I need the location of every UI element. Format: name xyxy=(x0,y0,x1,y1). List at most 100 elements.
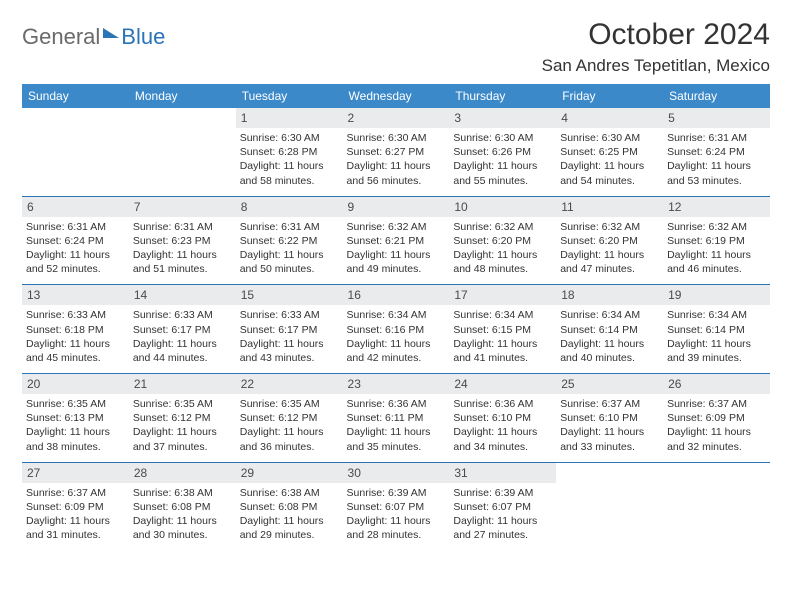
day-header: Wednesday xyxy=(343,84,450,108)
calendar-head: SundayMondayTuesdayWednesdayThursdayFrid… xyxy=(22,84,770,108)
day-detail: Sunrise: 6:34 AMSunset: 6:14 PMDaylight:… xyxy=(560,308,659,365)
calendar-cell: 30 Sunrise: 6:39 AMSunset: 6:07 PMDayligh… xyxy=(343,462,450,550)
day-detail: Sunrise: 6:33 AMSunset: 6:17 PMDaylight:… xyxy=(240,308,339,365)
calendar-week: ....1Sunrise: 6:30 AMSunset: 6:28 PMDayl… xyxy=(22,108,770,196)
day-number: 31 xyxy=(449,463,556,483)
calendar-cell: 20 Sunrise: 6:35 AMSunset: 6:13 PMDayligh… xyxy=(22,374,129,463)
calendar-cell: 26 Sunrise: 6:37 AMSunset: 6:09 PMDayligh… xyxy=(663,374,770,463)
brand-blue: Blue xyxy=(121,24,165,50)
title-block: October 2024 San Andres Tepetitlan, Mexi… xyxy=(542,18,770,76)
day-number: 1 xyxy=(236,108,343,128)
day-detail: Sunrise: 6:36 AMSunset: 6:10 PMDaylight:… xyxy=(453,397,552,454)
brand-general: General xyxy=(22,24,100,50)
day-number: 19 xyxy=(663,285,770,305)
day-detail: Sunrise: 6:32 AMSunset: 6:20 PMDaylight:… xyxy=(560,220,659,277)
day-detail: Sunrise: 6:34 AMSunset: 6:16 PMDaylight:… xyxy=(347,308,446,365)
day-detail: Sunrise: 6:30 AMSunset: 6:26 PMDaylight:… xyxy=(453,131,552,188)
day-detail: Sunrise: 6:38 AMSunset: 6:08 PMDaylight:… xyxy=(240,486,339,543)
day-detail: Sunrise: 6:32 AMSunset: 6:20 PMDaylight:… xyxy=(453,220,552,277)
day-number: 16 xyxy=(343,285,450,305)
day-number: 18 xyxy=(556,285,663,305)
day-detail: Sunrise: 6:31 AMSunset: 6:24 PMDaylight:… xyxy=(667,131,766,188)
calendar-cell: .. xyxy=(129,108,236,196)
day-header: Thursday xyxy=(449,84,556,108)
day-header: Saturday xyxy=(663,84,770,108)
day-detail: Sunrise: 6:35 AMSunset: 6:12 PMDaylight:… xyxy=(240,397,339,454)
day-header: Sunday xyxy=(22,84,129,108)
brand-triangle-icon xyxy=(103,28,119,38)
calendar-cell: .. xyxy=(663,462,770,550)
calendar-cell: .. xyxy=(556,462,663,550)
calendar-cell: 12 Sunrise: 6:32 AMSunset: 6:19 PMDayligh… xyxy=(663,196,770,285)
day-detail: Sunrise: 6:36 AMSunset: 6:11 PMDaylight:… xyxy=(347,397,446,454)
day-number: 22 xyxy=(236,374,343,394)
calendar-cell: 18 Sunrise: 6:34 AMSunset: 6:14 PMDayligh… xyxy=(556,285,663,374)
day-number: 2 xyxy=(343,108,450,128)
day-detail: Sunrise: 6:32 AMSunset: 6:21 PMDaylight:… xyxy=(347,220,446,277)
calendar-cell: 6Sunrise: 6:31 AMSunset: 6:24 PMDaylight… xyxy=(22,196,129,285)
day-detail: Sunrise: 6:34 AMSunset: 6:15 PMDaylight:… xyxy=(453,308,552,365)
calendar-cell: 24Sunrise: 6:36 AMSunset: 6:10 PMDayligh… xyxy=(449,374,556,463)
day-number: 27 xyxy=(22,463,129,483)
day-detail: Sunrise: 6:33 AMSunset: 6:18 PMDaylight:… xyxy=(26,308,125,365)
calendar-cell: 31Sunrise: 6:39 AMSunset: 6:07 PMDayligh… xyxy=(449,462,556,550)
calendar-cell: 28Sunrise: 6:38 AMSunset: 6:08 PMDayligh… xyxy=(129,462,236,550)
calendar-cell: 17 Sunrise: 6:34 AMSunset: 6:15 PMDayligh… xyxy=(449,285,556,374)
day-detail: Sunrise: 6:39 AMSunset: 6:07 PMDaylight:… xyxy=(347,486,446,543)
day-number: 14 xyxy=(129,285,236,305)
day-number: 13 xyxy=(22,285,129,305)
day-number: 26 xyxy=(663,374,770,394)
calendar-cell: 21 Sunrise: 6:35 AMSunset: 6:12 PMDayligh… xyxy=(129,374,236,463)
day-number: 11 xyxy=(556,197,663,217)
calendar-cell: 14 Sunrise: 6:33 AMSunset: 6:17 PMDayligh… xyxy=(129,285,236,374)
calendar-cell: 15 Sunrise: 6:33 AMSunset: 6:17 PMDayligh… xyxy=(236,285,343,374)
calendar-cell: 10 Sunrise: 6:32 AMSunset: 6:20 PMDayligh… xyxy=(449,196,556,285)
calendar-cell: 7Sunrise: 6:31 AMSunset: 6:23 PMDaylight… xyxy=(129,196,236,285)
day-detail: Sunrise: 6:35 AMSunset: 6:12 PMDaylight:… xyxy=(133,397,232,454)
day-detail: Sunrise: 6:31 AMSunset: 6:22 PMDaylight:… xyxy=(240,220,339,277)
day-detail: Sunrise: 6:32 AMSunset: 6:19 PMDaylight:… xyxy=(667,220,766,277)
month-title: October 2024 xyxy=(542,18,770,52)
calendar-cell: 22 Sunrise: 6:35 AMSunset: 6:12 PMDayligh… xyxy=(236,374,343,463)
calendar-cell: 13 Sunrise: 6:33 AMSunset: 6:18 PMDayligh… xyxy=(22,285,129,374)
calendar-week: 20 Sunrise: 6:35 AMSunset: 6:13 PMDayligh… xyxy=(22,374,770,463)
day-number: 15 xyxy=(236,285,343,305)
day-detail: Sunrise: 6:31 AMSunset: 6:23 PMDaylight:… xyxy=(133,220,232,277)
day-number: 5 xyxy=(663,108,770,128)
calendar-cell: 23Sunrise: 6:36 AMSunset: 6:11 PMDayligh… xyxy=(343,374,450,463)
day-number: 28 xyxy=(129,463,236,483)
calendar-cell: 29Sunrise: 6:38 AMSunset: 6:08 PMDayligh… xyxy=(236,462,343,550)
day-number: 30 xyxy=(343,463,450,483)
day-header: Tuesday xyxy=(236,84,343,108)
day-detail: Sunrise: 6:31 AMSunset: 6:24 PMDaylight:… xyxy=(26,220,125,277)
day-number: 4 xyxy=(556,108,663,128)
day-detail: Sunrise: 6:37 AMSunset: 6:10 PMDaylight:… xyxy=(560,397,659,454)
day-header: Monday xyxy=(129,84,236,108)
day-number: 20 xyxy=(22,374,129,394)
calendar-cell: 19 Sunrise: 6:34 AMSunset: 6:14 PMDayligh… xyxy=(663,285,770,374)
calendar-body: ....1Sunrise: 6:30 AMSunset: 6:28 PMDayl… xyxy=(22,108,770,550)
day-detail: Sunrise: 6:37 AMSunset: 6:09 PMDaylight:… xyxy=(667,397,766,454)
calendar-cell: .. xyxy=(22,108,129,196)
day-number: 8 xyxy=(236,197,343,217)
day-number: 12 xyxy=(663,197,770,217)
calendar-cell: 4Sunrise: 6:30 AMSunset: 6:25 PMDaylight… xyxy=(556,108,663,196)
day-detail: Sunrise: 6:30 AMSunset: 6:27 PMDaylight:… xyxy=(347,131,446,188)
day-detail: Sunrise: 6:33 AMSunset: 6:17 PMDaylight:… xyxy=(133,308,232,365)
calendar-week: 27Sunrise: 6:37 AMSunset: 6:09 PMDayligh… xyxy=(22,462,770,550)
day-header: Friday xyxy=(556,84,663,108)
day-detail: Sunrise: 6:35 AMSunset: 6:13 PMDaylight:… xyxy=(26,397,125,454)
day-number: 9 xyxy=(343,197,450,217)
calendar-cell: 5 Sunrise: 6:31 AMSunset: 6:24 PMDaylight… xyxy=(663,108,770,196)
calendar-cell: 11 Sunrise: 6:32 AMSunset: 6:20 PMDayligh… xyxy=(556,196,663,285)
page-header: General Blue October 2024 San Andres Tep… xyxy=(22,18,770,76)
day-number: 17 xyxy=(449,285,556,305)
calendar-week: 6Sunrise: 6:31 AMSunset: 6:24 PMDaylight… xyxy=(22,196,770,285)
day-number: 10 xyxy=(449,197,556,217)
day-number: 21 xyxy=(129,374,236,394)
day-detail: Sunrise: 6:34 AMSunset: 6:14 PMDaylight:… xyxy=(667,308,766,365)
calendar-cell: 25Sunrise: 6:37 AMSunset: 6:10 PMDayligh… xyxy=(556,374,663,463)
brand-logo: General Blue xyxy=(22,24,165,50)
location-subtitle: San Andres Tepetitlan, Mexico xyxy=(542,56,770,76)
calendar-cell: 27Sunrise: 6:37 AMSunset: 6:09 PMDayligh… xyxy=(22,462,129,550)
